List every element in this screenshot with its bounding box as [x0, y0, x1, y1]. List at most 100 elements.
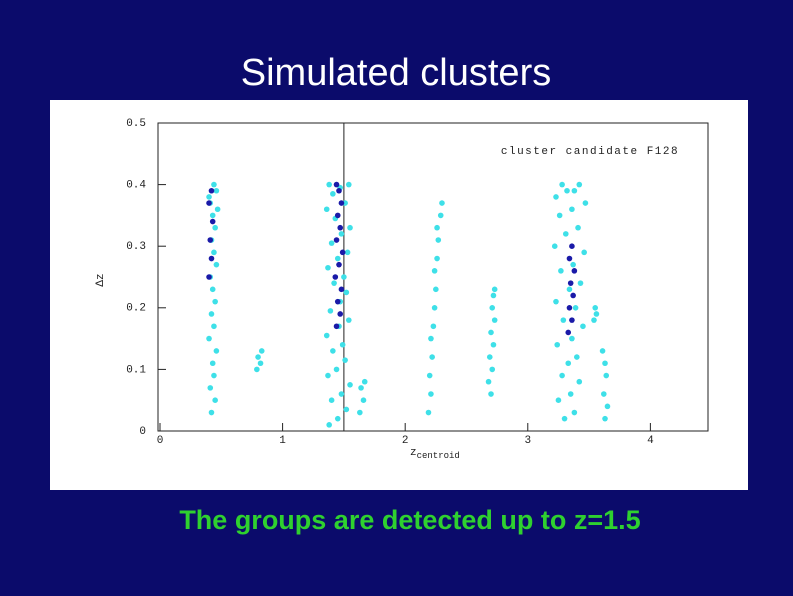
point [491, 317, 498, 323]
point [323, 206, 330, 213]
point [333, 323, 340, 330]
point [332, 274, 339, 280]
point [581, 249, 587, 256]
point [338, 391, 345, 397]
point [213, 348, 220, 354]
point [575, 224, 581, 231]
y-tick-label: 0 [139, 426, 146, 438]
point [342, 357, 348, 363]
point [428, 391, 434, 397]
point [208, 187, 215, 194]
point [602, 360, 608, 367]
x-tick-label: 0 [157, 435, 164, 447]
point [360, 397, 367, 404]
point [206, 200, 212, 206]
point [593, 311, 600, 317]
x-tick-label: 4 [647, 435, 654, 447]
point [425, 409, 432, 416]
point [551, 243, 558, 249]
point [341, 274, 347, 280]
point [565, 329, 572, 336]
point [564, 187, 570, 194]
point [206, 335, 212, 342]
point [211, 323, 217, 330]
point [336, 187, 342, 194]
point [343, 406, 350, 413]
y-tick-label: 0.3 [126, 241, 146, 253]
point [490, 341, 497, 348]
point [569, 317, 575, 323]
point [209, 212, 216, 219]
point [333, 237, 340, 243]
point [591, 317, 597, 323]
point [553, 298, 559, 305]
point [213, 187, 220, 194]
point [556, 212, 563, 219]
point [208, 255, 215, 262]
point [338, 286, 345, 293]
y-axis-label: Δz [95, 273, 107, 286]
point [331, 280, 337, 286]
point [213, 261, 220, 268]
point [345, 181, 352, 188]
point [347, 382, 353, 388]
point [255, 354, 261, 360]
point [208, 409, 215, 416]
point [212, 224, 218, 231]
point [569, 335, 575, 342]
point [489, 305, 496, 311]
point [428, 335, 434, 342]
point [325, 264, 331, 271]
point [327, 308, 334, 314]
point [347, 224, 353, 231]
point [426, 372, 433, 379]
x-axis-label-sub: centroid [417, 451, 460, 461]
point [357, 409, 363, 416]
point [567, 280, 574, 286]
point [338, 231, 345, 237]
point [490, 292, 497, 299]
point [325, 372, 331, 379]
point [211, 372, 217, 379]
point [333, 181, 340, 188]
point [212, 397, 218, 404]
point [566, 286, 573, 293]
point [433, 286, 439, 293]
annotation: cluster candidate F128 [501, 146, 679, 158]
point [334, 298, 341, 305]
point [328, 397, 335, 404]
point [571, 187, 578, 194]
point [491, 286, 498, 293]
point [569, 243, 575, 249]
point [439, 200, 445, 206]
point [571, 268, 578, 274]
x-tick-label: 3 [524, 435, 531, 447]
point [562, 231, 569, 237]
point [555, 397, 562, 404]
x-axis-label-main: z [410, 447, 417, 459]
slide-title: Simulated clusters [241, 52, 551, 94]
point [206, 274, 212, 280]
point [485, 378, 492, 385]
point [559, 181, 565, 188]
y-tick-label: 0.1 [126, 364, 146, 376]
point [345, 317, 352, 323]
point [337, 311, 344, 317]
point [554, 341, 561, 348]
point [580, 323, 586, 330]
point [553, 194, 559, 200]
point [209, 286, 216, 293]
point [334, 212, 341, 219]
point [572, 305, 579, 311]
point [576, 378, 583, 385]
point [333, 366, 340, 373]
x-tick-label: 2 [402, 435, 409, 447]
point [323, 332, 330, 339]
point [214, 206, 221, 213]
point [334, 415, 341, 422]
point [570, 292, 576, 299]
point [207, 237, 214, 243]
y-tick-label: 0.4 [126, 180, 146, 192]
